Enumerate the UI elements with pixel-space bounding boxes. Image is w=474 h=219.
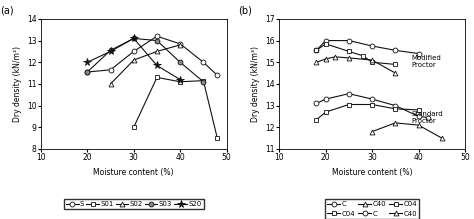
Y-axis label: Dry density (kN/m³): Dry density (kN/m³) [12, 46, 21, 122]
Text: Standard
Proctor: Standard Proctor [411, 111, 443, 124]
Legend: S, S01, S02, S03, S20: S, S01, S02, S03, S20 [64, 199, 203, 209]
Text: (a): (a) [0, 6, 14, 16]
X-axis label: Moisture content (%): Moisture content (%) [93, 168, 174, 177]
Y-axis label: Dry density (kN/m³): Dry density (kN/m³) [251, 46, 260, 122]
X-axis label: Moisture content (%): Moisture content (%) [332, 168, 412, 177]
Text: Modified
Proctor: Modified Proctor [411, 55, 441, 68]
Legend: C, C04, C40, C, C04, C40: C, C04, C40, C, C04, C40 [325, 199, 419, 219]
Text: (b): (b) [238, 6, 252, 16]
